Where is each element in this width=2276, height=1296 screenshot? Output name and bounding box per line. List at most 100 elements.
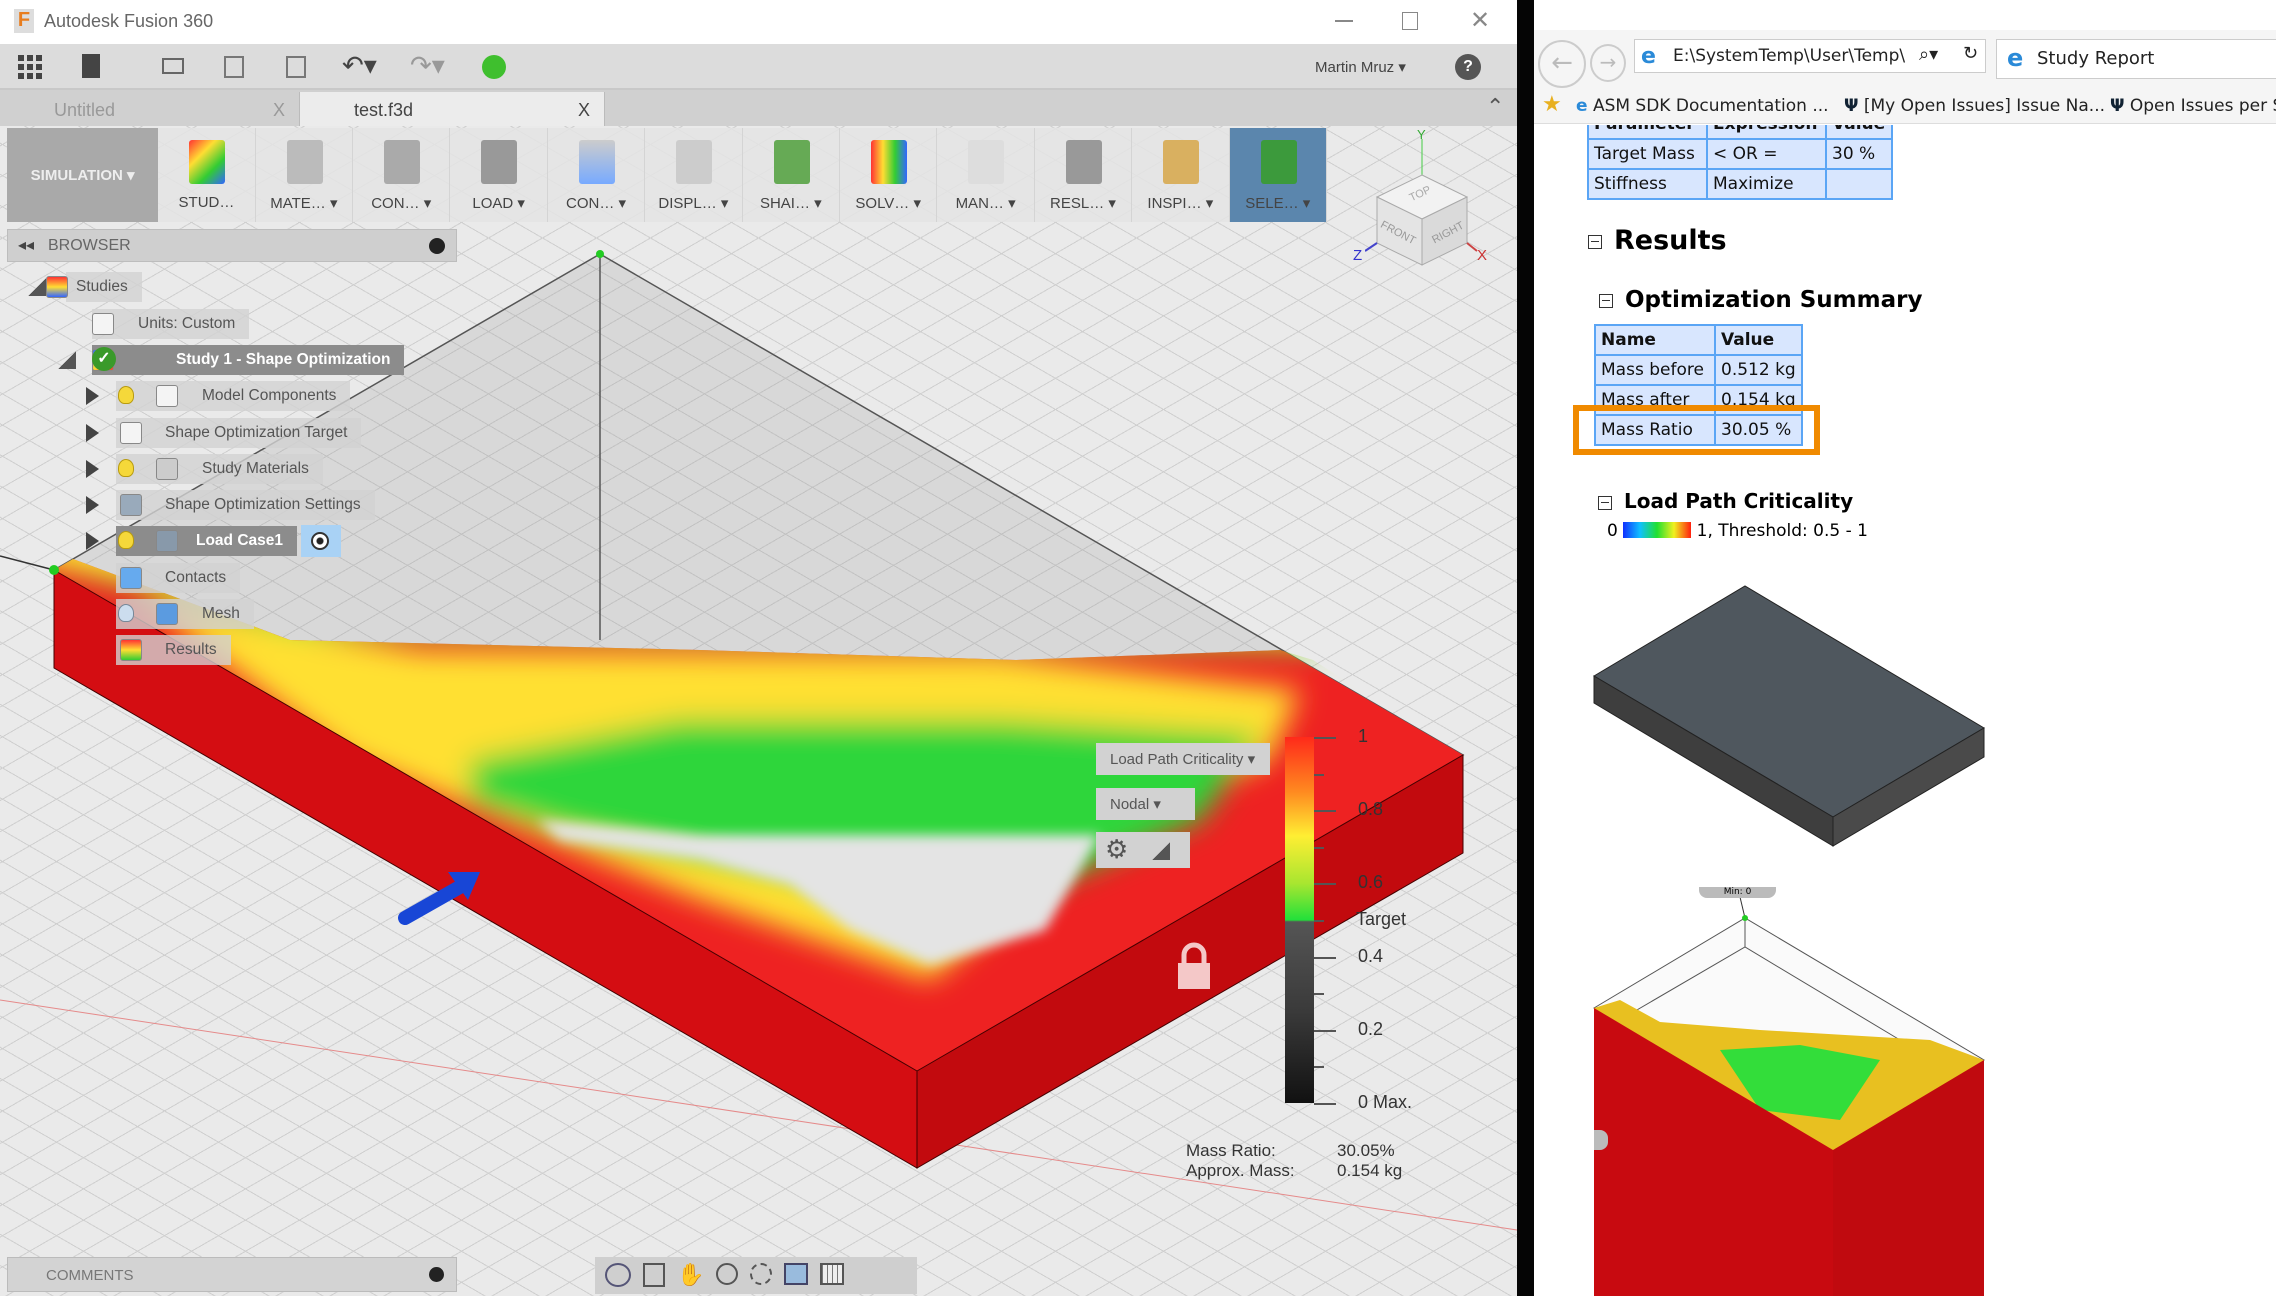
- tree-node-shape-optimization-settings[interactable]: Shape Optimization Settings: [116, 490, 375, 520]
- tree-node-study-1-shape-optimization[interactable]: Study 1 - Shape Optimization ✓: [92, 345, 405, 375]
- expand-triangle-icon[interactable]: [86, 460, 99, 478]
- minimize-button[interactable]: [1335, 20, 1353, 22]
- back-button[interactable]: ←: [1538, 40, 1586, 88]
- tab-untitled[interactable]: Untitled X: [0, 92, 300, 126]
- refresh-icon[interactable]: ↻: [1963, 43, 1979, 64]
- redo-icon[interactable]: ↷▾: [410, 50, 445, 80]
- visibility-bulb-icon[interactable]: [118, 386, 134, 404]
- fit-icon[interactable]: [750, 1263, 773, 1285]
- ribbon-solve-button[interactable]: SOLV… ▾: [840, 128, 938, 222]
- address-text: E:\SystemTemp\User\Temp\: [1673, 46, 1906, 66]
- lpc-heading[interactable]: Load Path Criticality: [1598, 489, 1853, 513]
- node-label: Study 1 - Shape Optimization: [176, 351, 391, 368]
- ribbon-displays-button[interactable]: DISPL… ▾: [645, 128, 743, 222]
- user-menu[interactable]: Martin Mruz ▾: [1315, 59, 1406, 76]
- tab-test-f3d[interactable]: test.f3d X: [300, 92, 605, 126]
- tree-node-units-custom[interactable]: Units: Custom: [92, 309, 250, 339]
- collapse-panel-icon[interactable]: ◂◂: [18, 237, 35, 254]
- visibility-bulb-icon[interactable]: [118, 459, 134, 477]
- help-icon[interactable]: ?: [1455, 54, 1481, 80]
- visibility-bulb-icon[interactable]: [118, 531, 134, 549]
- save-icon[interactable]: [224, 56, 244, 78]
- tree-node-shape-optimization-target[interactable]: Shape Optimization Target: [116, 418, 362, 448]
- ribbon-results-button[interactable]: RESL… ▾: [1035, 128, 1133, 222]
- ribbon-constraints-button[interactable]: CON… ▾: [353, 128, 451, 222]
- legend-orient-icon[interactable]: [1152, 842, 1170, 860]
- table-row: Mass Ratio 30.05 %: [1594, 414, 1803, 446]
- save-as-icon[interactable]: [286, 56, 306, 78]
- orbit-icon[interactable]: [605, 1263, 631, 1287]
- favorite-link[interactable]: Ψ Open Issues per S: [2110, 96, 2276, 116]
- tree-node-study-materials[interactable]: Study Materials: [116, 454, 323, 484]
- ribbon-loads-button[interactable]: LOAD ▾: [450, 128, 548, 222]
- browser-panel-header[interactable]: ◂◂ BROWSER: [7, 229, 457, 262]
- favorites-star-icon[interactable]: ★: [1542, 92, 1562, 117]
- expand-triangle-icon[interactable]: [86, 532, 99, 550]
- favorite-link[interactable]: e ASM SDK Documentation ...: [1576, 96, 1829, 116]
- forward-button[interactable]: →: [1590, 44, 1626, 82]
- zoom-icon[interactable]: [716, 1263, 739, 1285]
- job-status-icon[interactable]: [482, 55, 506, 79]
- collapse-icon[interactable]: [1599, 293, 1613, 308]
- comments-panel[interactable]: COMMENTS: [7, 1257, 457, 1292]
- close-tab-icon[interactable]: X: [577, 100, 590, 120]
- 3d-viewport[interactable]: [0, 126, 1517, 1296]
- view-cube[interactable]: TOP FRONT RIGHT Y Z X: [1353, 127, 1488, 285]
- expand-triangle-icon[interactable]: [86, 424, 99, 442]
- ribbon-shape-opt-button[interactable]: SHAI… ▾: [743, 128, 840, 222]
- axis-x-label: X: [1477, 247, 1488, 264]
- table-row: Target Mass < OR = 30 %: [1587, 138, 1893, 170]
- address-bar[interactable]: e E:\SystemTemp\User\Temp\ ⌕▾ ↻: [1634, 39, 1986, 73]
- lpc-title: Load Path Criticality: [1624, 489, 1854, 513]
- visibility-bulb-icon[interactable]: [118, 604, 134, 622]
- tab-study-report[interactable]: e Study Report: [1996, 39, 2276, 79]
- collapse-icon[interactable]: [1588, 234, 1602, 249]
- collapse-chevron-icon[interactable]: ⌃: [1486, 94, 1505, 119]
- display-settings-icon[interactable]: [784, 1263, 809, 1285]
- load-arrow-icon[interactable]: [398, 872, 480, 925]
- search-icon[interactable]: ⌕▾: [1919, 44, 1939, 65]
- ribbon-select-button[interactable]: SELE… ▾: [1229, 128, 1327, 222]
- close-button[interactable]: ✕: [1470, 7, 1491, 34]
- grid-settings-icon[interactable]: [820, 1263, 845, 1285]
- result-type-dropdown[interactable]: Load Path Criticality ▾: [1096, 743, 1270, 775]
- file-menu-icon[interactable]: [82, 54, 100, 78]
- add-comment-icon[interactable]: [429, 1267, 444, 1282]
- ribbon-contacts-button[interactable]: CON… ▾: [548, 128, 646, 222]
- scale-label: 1: [1358, 726, 1369, 746]
- tree-node-contacts[interactable]: Contacts: [116, 563, 241, 593]
- look-at-icon[interactable]: [643, 1263, 665, 1287]
- results-heading[interactable]: Results: [1588, 225, 1727, 256]
- tree-node-results[interactable]: Results: [116, 635, 231, 665]
- display-mode-dropdown[interactable]: Nodal ▾: [1096, 788, 1195, 820]
- collapse-icon[interactable]: [1598, 495, 1612, 510]
- tree-node-studies[interactable]: Studies: [46, 272, 142, 302]
- ribbon-manage-button[interactable]: MAN… ▾: [937, 128, 1035, 222]
- activate-radio-icon[interactable]: [301, 525, 342, 557]
- maximize-button[interactable]: [1402, 12, 1418, 30]
- favorite-link[interactable]: Ψ [My Open Issues] Issue Na...: [1844, 96, 2105, 116]
- ribbon-materials-button[interactable]: MATE… ▾: [256, 128, 354, 222]
- workspace-switcher[interactable]: SIMULATION ▾: [7, 128, 159, 222]
- ribbon-study-button[interactable]: STUD…: [158, 128, 256, 222]
- undo-icon[interactable]: ↶▾: [342, 50, 377, 80]
- ie-tab-icon: e: [2007, 44, 2024, 72]
- tree-node-mesh[interactable]: Mesh: [116, 599, 254, 629]
- expand-triangle-icon[interactable]: [86, 387, 99, 405]
- ribbon-inspect-button[interactable]: INSPI… ▾: [1132, 128, 1230, 222]
- favorite-label: [My Open Issues] Issue Na...: [1863, 96, 2105, 116]
- summary-heading[interactable]: Optimization Summary: [1599, 287, 1922, 313]
- expand-triangle-icon[interactable]: [86, 496, 99, 514]
- close-tab-icon[interactable]: X: [272, 100, 285, 120]
- cell: [1825, 168, 1893, 200]
- open-icon[interactable]: [162, 58, 184, 74]
- tree-node-load-case1[interactable]: Load Case1: [116, 525, 342, 557]
- apps-grid-icon[interactable]: [18, 55, 42, 79]
- panel-minimize-icon[interactable]: [429, 238, 445, 254]
- scale-text: 1, Threshold: 0.5 - 1: [1696, 521, 1868, 541]
- pan-icon[interactable]: ✋: [677, 1262, 705, 1287]
- tree-node-model-components[interactable]: Model Components: [116, 381, 351, 411]
- collapse-triangle-icon[interactable]: [58, 351, 76, 369]
- collapse-triangle-icon[interactable]: [28, 278, 46, 296]
- gear-icon[interactable]: ⚙: [1105, 834, 1129, 864]
